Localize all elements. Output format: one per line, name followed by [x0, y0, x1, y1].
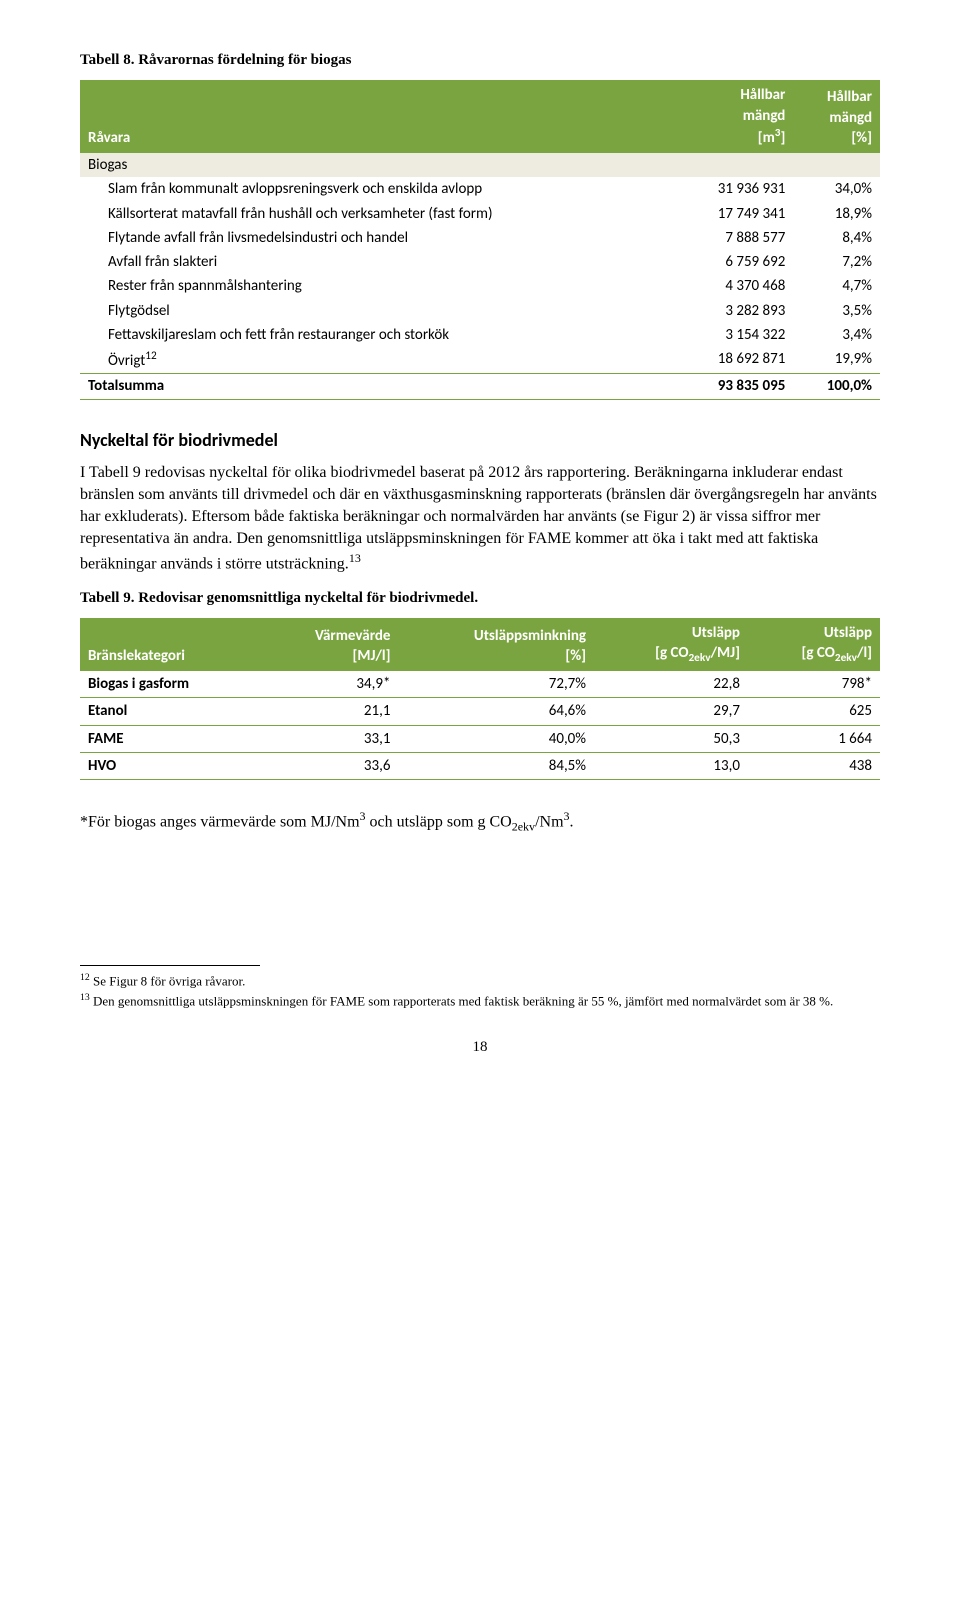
table-row: Rester från spannmålshantering4 370 4684…	[80, 274, 880, 298]
page-number: 18	[80, 1037, 880, 1057]
table-row: Slam från kommunalt avloppsreningsverk o…	[80, 177, 880, 201]
footnote-separator	[80, 965, 260, 966]
table8-caption: Tabell 8. Råvarornas fördelning för biog…	[80, 50, 880, 70]
t8-section: Biogas	[80, 153, 880, 178]
table9-caption: Tabell 9. Redovisar genomsnittliga nycke…	[80, 588, 880, 608]
table9: Bränslekategori Värmevärde[MJ/l] Utsläpp…	[80, 618, 880, 780]
t9-h3: Utsläppsminkning[%]	[398, 618, 594, 670]
t8-h2: Hållbar mängd [m3]	[675, 81, 793, 153]
post-table-note: *För biogas anges värmevärde som MJ/Nm3 …	[80, 808, 880, 835]
table-row: Etanol21,164,6%29,7625	[80, 698, 880, 725]
t9-h5: Utsläpp[g CO2ekv/l]	[748, 618, 880, 670]
table-row: HVO33,684,5%13,0438	[80, 752, 880, 779]
table8: Råvara Hållbar mängd [m3] Hållbar mängd …	[80, 80, 880, 399]
body-paragraph: I Tabell 9 redovisas nyckeltal för olika…	[80, 462, 880, 576]
t8-h1: Råvara	[80, 81, 675, 153]
t9-h4: Utsläpp[g CO2ekv/MJ]	[594, 618, 748, 670]
t9-h2: Värmevärde[MJ/l]	[259, 618, 399, 670]
table-row: Biogas i gasform34,9*72,7%22,8798*	[80, 671, 880, 698]
table-row: FAME33,140,0%50,31 664	[80, 725, 880, 752]
table-row: Avfall från slakteri6 759 6927,2%	[80, 250, 880, 274]
table-row: Källsorterat matavfall från hushåll och …	[80, 202, 880, 226]
footnote-12: 12 Se Figur 8 för övriga råvaror.	[80, 972, 880, 990]
footnote-13: 13 Den genomsnittliga utsläppsminskninge…	[80, 992, 880, 1010]
table-row: Övrigt1218 692 87119,9%	[80, 347, 880, 374]
t9-h1: Bränslekategori	[80, 618, 259, 670]
t8-total-row: Totalsumma93 835 095100,0%	[80, 374, 880, 399]
table-row: Flytgödsel3 282 8933,5%	[80, 299, 880, 323]
table-row: Fettavskiljareslam och fett från restaur…	[80, 323, 880, 347]
table-row: Flytande avfall från livsmedelsindustri …	[80, 226, 880, 250]
section-heading: Nyckeltal för biodrivmedel	[80, 428, 880, 452]
t8-h3: Hållbar mängd [%]	[793, 81, 880, 153]
